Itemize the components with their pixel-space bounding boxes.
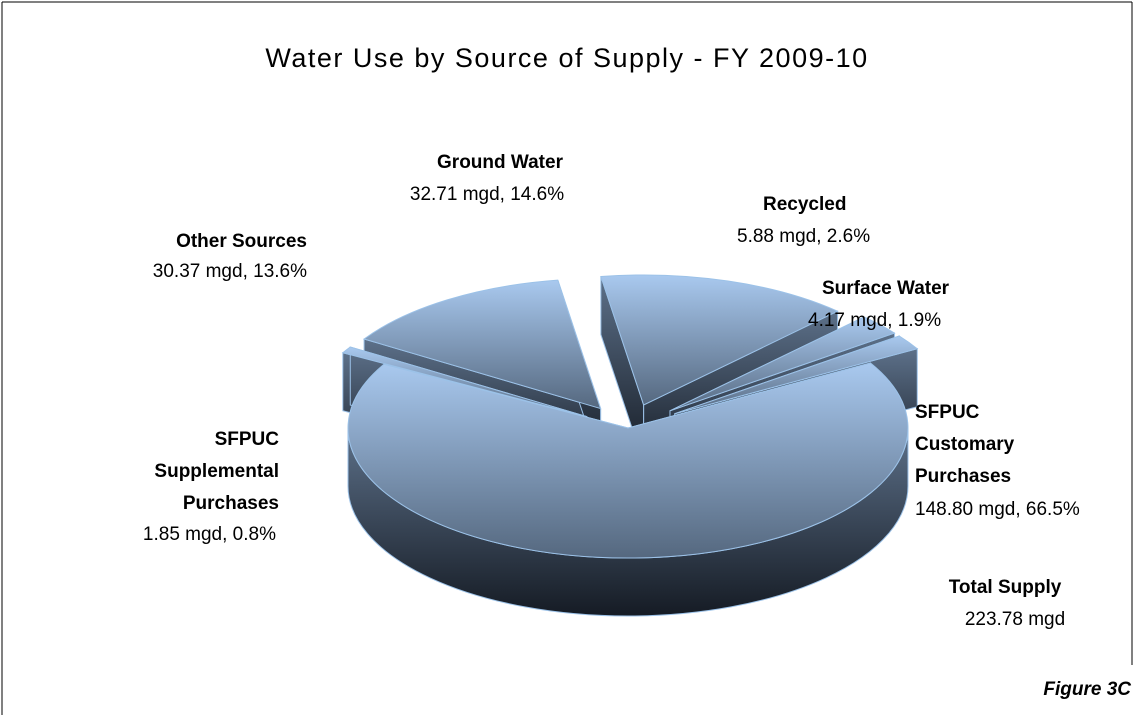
value-label: 4.17 mgd, 1.9% xyxy=(808,310,941,331)
slice xyxy=(347,362,909,617)
slice-label: Recycled xyxy=(763,194,846,215)
slice-label: Surface Water xyxy=(822,278,950,299)
slice-label: Other Sources xyxy=(176,231,307,252)
slice-top xyxy=(347,362,909,559)
pie xyxy=(341,274,919,617)
slice-label: SFPUC Customary Purchases xyxy=(915,402,1015,487)
value-label: 148.80 mgd, 66.5% xyxy=(915,499,1080,520)
annotation: Figure 3C xyxy=(1043,679,1131,700)
slice-top xyxy=(341,346,587,418)
value-label: 32.71 mgd, 14.6% xyxy=(410,184,564,205)
value-label: 1.85 mgd, 0.8% xyxy=(143,524,276,545)
value-label: 30.37 mgd, 13.6% xyxy=(153,261,307,282)
value-label: 5.88 mgd, 2.6% xyxy=(737,226,870,247)
slice-label: Ground Water xyxy=(437,152,564,173)
chart-title: Water Use by Source of Supply - FY 2009-… xyxy=(265,43,868,73)
total-value: 223.78 mgd xyxy=(965,609,1065,630)
slice-top xyxy=(600,274,839,406)
slice-top xyxy=(669,316,896,412)
slice-label: SFPUC Supplemental Purchases xyxy=(154,429,279,514)
slice-top xyxy=(362,279,602,410)
total-label: Total Supply xyxy=(949,577,1062,598)
slice-top xyxy=(674,335,919,415)
